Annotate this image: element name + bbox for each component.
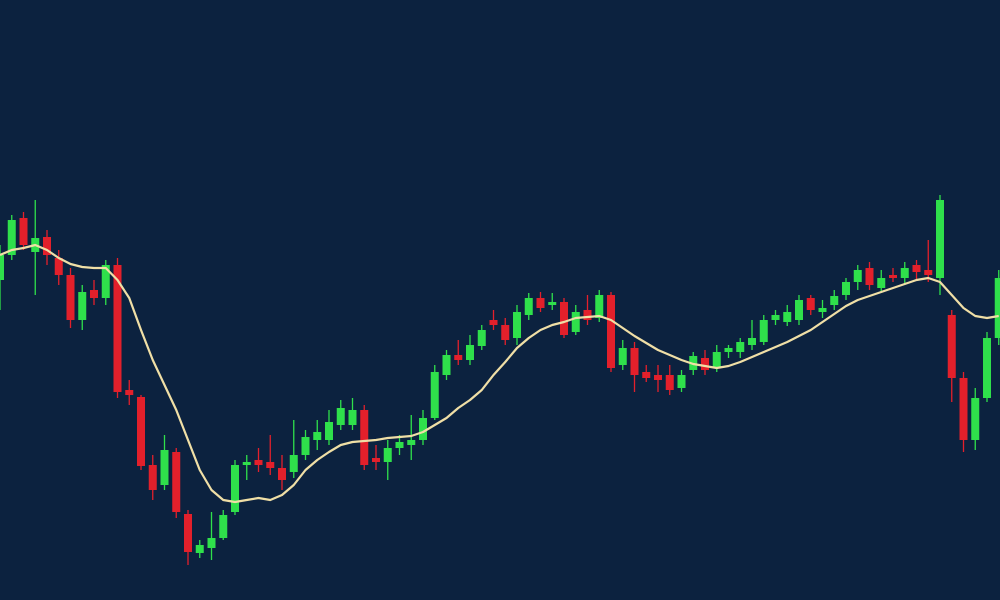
candle-body (665, 375, 674, 390)
candle-body (853, 270, 862, 282)
candle-body (513, 312, 521, 338)
candle-body (971, 398, 980, 440)
candle-body (54, 258, 63, 275)
candle-body (524, 298, 533, 315)
candle-body (877, 278, 886, 288)
candle-body (231, 465, 239, 512)
candle-body (430, 372, 439, 418)
candle-body (360, 410, 369, 465)
candle-body (207, 538, 216, 548)
candle-body (172, 452, 181, 512)
candle-body (642, 372, 651, 378)
candle-body (889, 275, 897, 278)
candle-body (818, 308, 827, 312)
candle-body (160, 450, 169, 485)
candle-body (254, 460, 263, 465)
candle-body (148, 465, 157, 490)
candle-body (278, 468, 286, 480)
candle-body (137, 397, 145, 466)
candle-body (419, 418, 427, 440)
candle-body (442, 355, 451, 375)
candle-body (78, 292, 87, 320)
candle-body (830, 296, 839, 305)
candle-body (548, 302, 557, 305)
candle-body (289, 455, 298, 472)
candle-body (924, 270, 933, 275)
candle-body (571, 312, 580, 332)
candle-body (313, 432, 322, 440)
candle-body (912, 265, 921, 272)
candle-body (219, 515, 228, 538)
candle-body (325, 422, 333, 440)
candle-body (501, 325, 510, 340)
candle-body (595, 295, 604, 318)
candle-body (0, 255, 4, 280)
candle-body (336, 408, 345, 425)
candle-body (748, 338, 756, 345)
candle-body (959, 378, 968, 440)
candle-body (266, 462, 275, 468)
candle-body (701, 358, 709, 370)
candle-body (771, 315, 780, 320)
candle-body (395, 442, 404, 448)
candle-body (184, 514, 192, 552)
candle-body (936, 200, 944, 278)
moving-average-line (0, 243, 999, 504)
candle-body (736, 342, 745, 352)
candle-body (454, 355, 463, 360)
candle-body (947, 315, 956, 378)
candle-body (677, 375, 686, 388)
candle-body (301, 437, 310, 455)
candle-body (618, 348, 627, 365)
candle-body (43, 237, 51, 255)
candle-body (795, 300, 803, 320)
candle-body (407, 440, 416, 445)
candle-body (466, 345, 474, 360)
candle-body (900, 268, 909, 278)
candle-body (383, 448, 392, 462)
candle-body (195, 545, 204, 553)
candle-body (477, 330, 486, 346)
candle-body (348, 410, 357, 425)
candle-body (113, 265, 122, 392)
candle-body (654, 375, 662, 380)
candle-body (607, 295, 615, 368)
candle-body (865, 268, 874, 285)
candle-body (242, 462, 251, 465)
candle-body (806, 298, 815, 310)
candle-body (101, 265, 110, 298)
candle-body (759, 320, 768, 342)
candle-body (712, 352, 721, 368)
candle-body (489, 320, 498, 325)
candle-body (536, 298, 545, 308)
candle-body (994, 278, 1000, 338)
candle-body (724, 348, 733, 352)
candle-body (983, 338, 991, 398)
candle-body (125, 390, 134, 395)
candle-body (7, 220, 16, 255)
candle-body (842, 282, 850, 295)
candle-body (19, 218, 28, 245)
candle-body (560, 302, 568, 335)
candle-body (583, 310, 592, 320)
candle-body (630, 348, 639, 375)
candle-body (90, 290, 98, 298)
candle-body (66, 275, 75, 320)
candle-body (783, 312, 792, 322)
candle-body (372, 458, 380, 462)
